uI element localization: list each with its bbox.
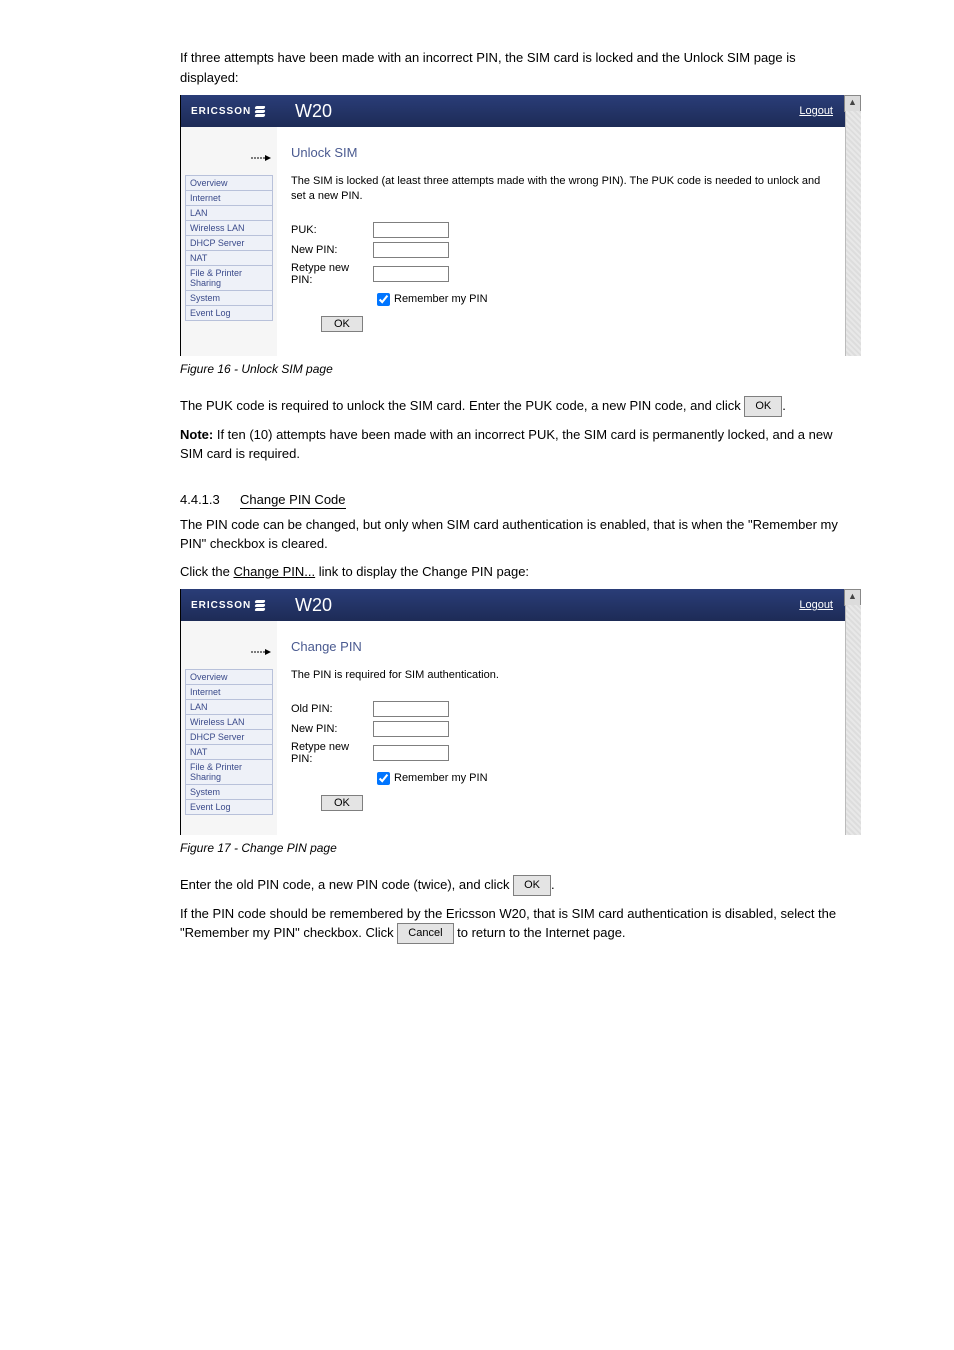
form-row: New PIN: (291, 721, 821, 737)
screenshot-unlock-sim: ▲ ERICSSON W20 Logout OverviewInternetLA… (180, 95, 861, 356)
sidebar-item[interactable]: File & Printer Sharing (185, 760, 273, 785)
text-input[interactable] (373, 242, 449, 258)
paragraph: Enter the old PIN code, a new PIN code (… (180, 875, 854, 896)
form-row: Old PIN: (291, 701, 821, 717)
field-label: Retype new PIN: (291, 262, 373, 286)
sidebar-item[interactable]: Wireless LAN (185, 715, 273, 730)
content-panel: Change PIN The PIN is required for SIM a… (277, 621, 861, 835)
field-label: New PIN: (291, 723, 373, 735)
sidebar-item[interactable]: Internet (185, 685, 273, 700)
note-paragraph: Note: If ten (10) attempts have been mad… (180, 425, 854, 464)
field-label: New PIN: (291, 244, 373, 256)
remember-pin-label: Remember my PIN (394, 293, 488, 305)
text-input[interactable] (373, 701, 449, 717)
remember-pin-label: Remember my PIN (394, 772, 488, 784)
figure-caption: Figure 17 - Change PIN page (180, 841, 894, 855)
form-row: Retype new PIN: (291, 741, 821, 765)
sidebar-item[interactable]: File & Printer Sharing (185, 266, 273, 291)
sidebar-item[interactable]: LAN (185, 206, 273, 221)
ericsson-waves-icon (255, 599, 265, 612)
paragraph: The PUK code is required to unlock the S… (180, 396, 854, 417)
sidebar: OverviewInternetLANWireless LANDHCP Serv… (181, 127, 277, 356)
form-row: PUK: (291, 222, 821, 238)
figure-caption: Figure 16 - Unlock SIM page (180, 362, 894, 376)
page-title: Change PIN (291, 639, 821, 654)
paragraph: If the PIN code should be remembered by … (180, 904, 854, 944)
nav-menu: OverviewInternetLANWireless LANDHCP Serv… (185, 669, 273, 815)
field-label: PUK: (291, 224, 373, 236)
ok-inline-button: OK (744, 396, 782, 417)
brand-logo: ERICSSON (181, 95, 287, 127)
paragraph: The PIN code can be changed, but only wh… (180, 515, 854, 554)
field-label: Old PIN: (291, 703, 373, 715)
text-input[interactable] (373, 721, 449, 737)
model-label: W20 (295, 595, 799, 616)
sidebar-item[interactable]: DHCP Server (185, 730, 273, 745)
sidebar-item[interactable]: Internet (185, 191, 273, 206)
remember-pin-row: Remember my PIN (373, 290, 821, 309)
page-description: The SIM is locked (at least three attemp… (291, 174, 821, 204)
cancel-inline-button: Cancel (397, 923, 453, 944)
text-input[interactable] (373, 745, 449, 761)
ok-inline-button: OK (513, 875, 551, 896)
ok-button[interactable]: OK (321, 795, 363, 811)
sidebar-item[interactable]: Overview (185, 669, 273, 685)
page-description: The PIN is required for SIM authenticati… (291, 668, 821, 683)
logout-link[interactable]: Logout (799, 599, 833, 611)
sidebar-item[interactable]: LAN (185, 700, 273, 715)
form-row: New PIN: (291, 242, 821, 258)
ericsson-waves-icon (255, 105, 265, 118)
section-heading: 4.4.1.3Change PIN Code (180, 492, 894, 507)
sidebar-item[interactable]: DHCP Server (185, 236, 273, 251)
scroll-up-icon[interactable]: ▲ (844, 589, 861, 606)
scrollbar[interactable] (845, 605, 861, 835)
note-label: Note: (180, 427, 213, 442)
form-row: Retype new PIN: (291, 262, 821, 286)
text-input[interactable] (373, 222, 449, 238)
document-page: If three attempts have been made with an… (0, 0, 954, 1152)
content-panel: Unlock SIM The SIM is locked (at least t… (277, 127, 861, 356)
sidebar-item[interactable]: Overview (185, 175, 273, 191)
screenshot-change-pin: ▲ ERICSSON W20 Logout OverviewInternetLA… (180, 589, 861, 835)
sidebar-item[interactable]: NAT (185, 745, 273, 760)
sidebar-item[interactable]: System (185, 785, 273, 800)
arrow-icon (181, 149, 277, 169)
change-pin-link-text: Change PIN... (233, 564, 315, 579)
field-label: Retype new PIN: (291, 741, 373, 765)
sidebar: OverviewInternetLANWireless LANDHCP Serv… (181, 621, 277, 835)
scrollbar[interactable] (845, 111, 861, 356)
app-header: ERICSSON W20 Logout (181, 95, 861, 127)
sidebar-item[interactable]: System (185, 291, 273, 306)
remember-pin-checkbox[interactable] (377, 772, 390, 785)
remember-pin-checkbox[interactable] (377, 293, 390, 306)
paragraph: Click the Change PIN... link to display … (180, 562, 854, 582)
logout-link[interactable]: Logout (799, 105, 833, 117)
remember-pin-row: Remember my PIN (373, 769, 821, 788)
text-input[interactable] (373, 266, 449, 282)
sidebar-item[interactable]: Wireless LAN (185, 221, 273, 236)
intro-paragraph: If three attempts have been made with an… (180, 48, 854, 87)
brand-logo: ERICSSON (181, 589, 287, 621)
sidebar-item[interactable]: NAT (185, 251, 273, 266)
scroll-up-icon[interactable]: ▲ (844, 95, 861, 112)
sidebar-item[interactable]: Event Log (185, 306, 273, 321)
page-title: Unlock SIM (291, 145, 821, 160)
arrow-icon (181, 643, 277, 663)
nav-menu: OverviewInternetLANWireless LANDHCP Serv… (185, 175, 273, 321)
sidebar-item[interactable]: Event Log (185, 800, 273, 815)
model-label: W20 (295, 101, 799, 122)
ok-button[interactable]: OK (321, 316, 363, 332)
app-header: ERICSSON W20 Logout (181, 589, 861, 621)
